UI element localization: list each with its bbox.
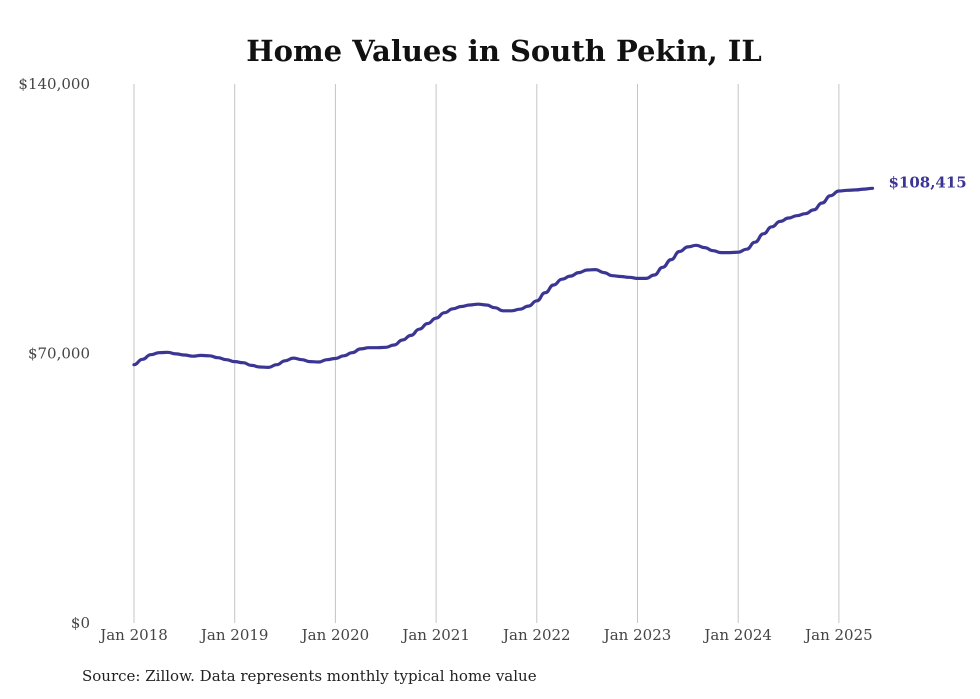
y-tick-label: $70,000: [28, 345, 90, 363]
grid-lines: [133, 84, 840, 623]
y-tick-label: $0: [71, 614, 90, 632]
x-tick-label: Jan 2022: [501, 626, 571, 644]
y-tick-label: $140,000: [18, 75, 90, 93]
source-note: Source: Zillow. Data represents monthly …: [82, 667, 537, 685]
x-tick-label: Jan 2023: [602, 626, 672, 644]
x-tick-label: Jan 2020: [300, 626, 370, 644]
x-tick-label: Jan 2018: [98, 626, 168, 644]
x-tick-label: Jan 2024: [702, 626, 772, 644]
x-tick-label: Jan 2021: [400, 626, 470, 644]
y-axis: $0 $70,000 $140,000: [18, 75, 90, 632]
chart-title: Home Values in South Pekin, IL: [246, 34, 762, 68]
latest-value-label: $108,415: [888, 173, 966, 191]
home-value-line: [132, 186, 875, 369]
x-tick-label: Jan 2025: [803, 626, 873, 644]
x-axis: Jan 2018 Jan 2019 Jan 2020 Jan 2021 Jan 2022…: [98, 626, 872, 644]
x-tick-label: Jan 2019: [199, 626, 269, 644]
